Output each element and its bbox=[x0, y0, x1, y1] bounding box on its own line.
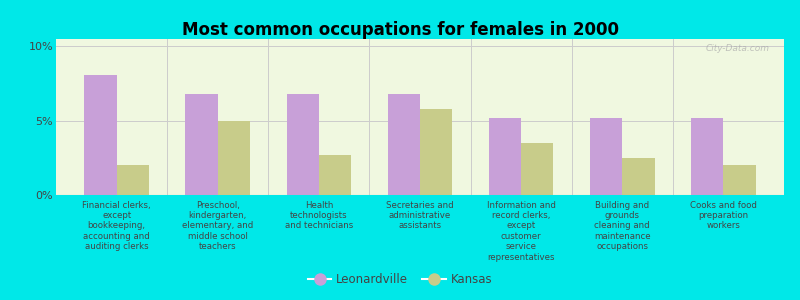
Bar bbox=[521, 143, 554, 195]
Bar bbox=[590, 118, 622, 195]
Bar bbox=[723, 165, 756, 195]
Text: Most common occupations for females in 2000: Most common occupations for females in 2… bbox=[182, 21, 618, 39]
Bar bbox=[84, 75, 117, 195]
Bar bbox=[319, 155, 351, 195]
Bar bbox=[622, 158, 654, 195]
Bar bbox=[218, 121, 250, 195]
Text: City-Data.com: City-Data.com bbox=[706, 44, 770, 53]
Bar bbox=[117, 165, 149, 195]
Bar bbox=[286, 94, 319, 195]
Legend: Leonardville, Kansas: Leonardville, Kansas bbox=[303, 269, 497, 291]
Bar bbox=[388, 94, 420, 195]
Bar bbox=[186, 94, 218, 195]
Bar bbox=[691, 118, 723, 195]
Bar bbox=[489, 118, 521, 195]
Bar bbox=[420, 109, 452, 195]
